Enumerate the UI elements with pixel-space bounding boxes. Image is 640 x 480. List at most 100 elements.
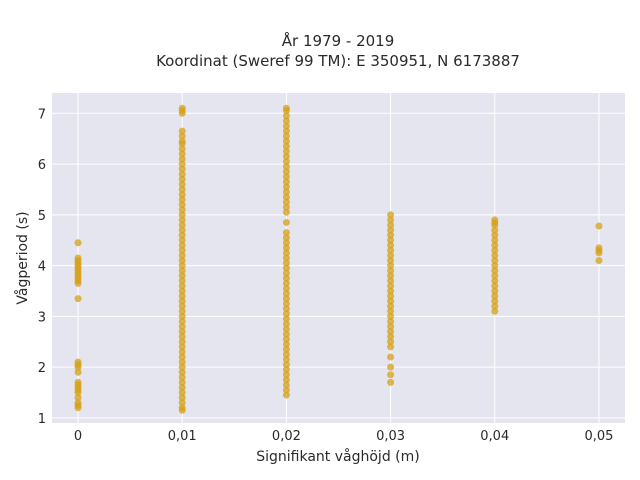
data-point-1-13 [178,343,186,351]
data-point-1-9 [178,363,186,371]
data-point-3-11 [387,307,395,315]
chart-title-line1: År 1979 - 2019 [282,31,395,50]
data-point-3-13 [387,297,395,305]
data-point-2-4 [282,371,290,379]
x-tick-label-0: 0 [74,429,82,444]
data-point-3-2 [387,363,395,371]
data-point-1-12 [178,348,186,356]
data-point-4-14 [491,236,499,244]
data-point-2-6 [282,361,290,369]
data-point-2-2 [282,381,290,389]
x-tick-labels: 0 0,01 0,02 0,03 0,04 0,05 [74,429,614,444]
data-point-5-3 [595,244,603,252]
data-point-1-4 [178,389,186,397]
data-point-2-44 [282,158,290,166]
data-point-3-28 [387,221,395,229]
data-point-2-37 [282,193,290,201]
data-point-3-23 [387,246,395,254]
data-point-2-15 [282,315,290,323]
data-point-1-49 [178,160,186,168]
data-point-1-50 [178,155,186,163]
data-point-1-24 [178,287,186,295]
data-point-1-42 [178,196,186,204]
data-point-2-36 [282,198,290,206]
data-point-0-25 [74,239,82,247]
data-point-1-23 [178,292,186,300]
data-point-3-29 [387,216,395,224]
data-point-1-1 [178,404,186,412]
data-point-4-11 [491,251,499,259]
data-point-1-35 [178,231,186,239]
data-point-2-40 [282,178,290,186]
data-point-2-27 [282,254,290,262]
plot-area [52,93,625,423]
data-point-1-27 [178,272,186,280]
data-point-4-19 [491,216,499,224]
data-point-2-7 [282,356,290,364]
data-point-2-25 [282,264,290,272]
data-point-2-28 [282,249,290,257]
data-point-2-30 [282,239,290,247]
data-point-4-5 [491,282,499,290]
y-axis-title: Vågperiod (s) [14,211,31,304]
data-point-1-22 [178,297,186,305]
data-point-1-29 [178,262,186,270]
data-point-3-16 [387,282,395,290]
data-point-5-4 [595,222,603,230]
data-point-1-32 [178,246,186,254]
data-point-2-26 [282,259,290,267]
data-point-1-20 [178,307,186,315]
data-point-2-12 [282,330,290,338]
data-point-3-7 [387,328,395,336]
data-point-1-7 [178,373,186,381]
x-tick-label-3: 0,03 [376,429,405,444]
data-point-1-26 [178,277,186,285]
data-point-1-31 [178,251,186,259]
data-point-2-43 [282,163,290,171]
data-point-1-30 [178,257,186,265]
data-point-3-20 [387,262,395,270]
data-point-2-33 [282,218,290,226]
y-tick-label-3: 4 [38,260,46,275]
data-point-3-25 [387,236,395,244]
data-point-1-41 [178,201,186,209]
data-point-3-3 [387,353,395,361]
data-point-2-9 [282,345,290,353]
data-point-2-47 [282,142,290,150]
data-point-4-12 [491,246,499,254]
data-point-0-13 [74,295,82,303]
data-point-3-12 [387,302,395,310]
data-point-2-24 [282,269,290,277]
data-point-3-8 [387,323,395,331]
chart-title-line2: Koordinat (Sweref 99 TM): E 350951, N 61… [156,52,520,70]
data-point-2-8 [282,350,290,358]
data-point-1-17 [178,323,186,331]
data-point-1-8 [178,368,186,376]
data-point-3-6 [387,333,395,341]
data-point-2-19 [282,295,290,303]
y-tick-label-4: 5 [38,209,46,224]
data-point-2-16 [282,310,290,318]
data-point-1-28 [178,267,186,275]
data-point-3-27 [387,226,395,234]
data-point-4-2 [491,297,499,305]
data-point-4-6 [491,277,499,285]
data-point-4-0 [491,307,499,315]
data-point-1-47 [178,170,186,178]
data-point-1-38 [178,216,186,224]
data-point-3-26 [387,231,395,239]
data-point-3-17 [387,277,395,285]
data-point-2-51 [282,122,290,130]
data-point-4-9 [491,262,499,270]
data-point-1-11 [178,353,186,361]
data-point-1-43 [178,191,186,199]
data-point-1-37 [178,221,186,229]
data-point-2-3 [282,376,290,384]
data-point-1-46 [178,175,186,183]
data-point-3-21 [387,257,395,265]
data-point-2-45 [282,152,290,160]
y-tick-label-2: 3 [38,310,46,325]
data-point-3-15 [387,287,395,295]
